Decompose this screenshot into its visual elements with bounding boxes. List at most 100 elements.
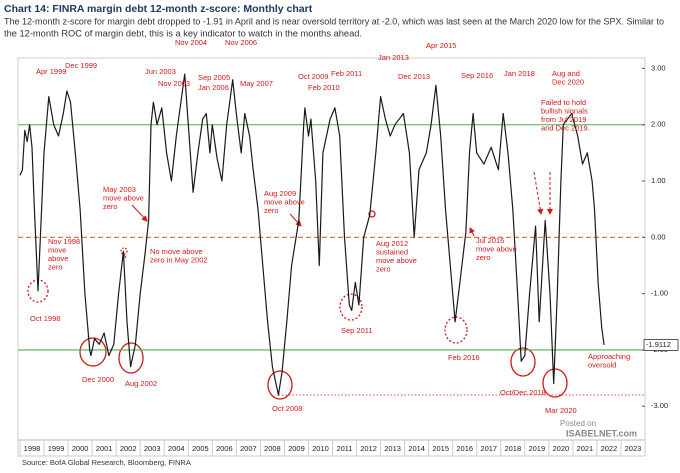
x-tick-label: 2016 — [456, 444, 473, 453]
annotation: Aug 2009 — [264, 189, 296, 198]
data-line — [19, 73, 605, 396]
annotation: Oct/Dec 2018 — [500, 388, 546, 397]
x-tick-label: 1998 — [24, 444, 41, 453]
x-tick-label: 2015 — [432, 444, 449, 453]
annotation: bullish signals — [541, 106, 588, 115]
x-tick-label: 2019 — [528, 444, 545, 453]
circle — [339, 293, 363, 321]
x-tick-label: 2002 — [120, 444, 137, 453]
annotation: Dec 2000 — [82, 375, 114, 384]
end-label: -1.9112 — [646, 340, 671, 349]
annotation: zero — [264, 206, 279, 215]
circle — [444, 316, 468, 344]
annotation: Feb 2010 — [308, 83, 340, 92]
source: Source: BofA Global Research, Bloomberg,… — [22, 458, 191, 467]
annotation: Jun 2003 — [145, 67, 176, 76]
annotation: Oct 1998 — [30, 314, 60, 323]
annotation: Jan 2013 — [378, 53, 409, 62]
annotation: Sep 2005 — [198, 73, 230, 82]
x-tick-label: 2012 — [360, 444, 377, 453]
y-tick-label: -3.00 — [651, 401, 668, 410]
annotation: move — [48, 245, 66, 254]
annotation: Aug 2012 — [376, 239, 408, 248]
y-tick-label: 3.00 — [651, 63, 666, 72]
subtitle: The 12-month z-score for margin debt dro… — [4, 16, 664, 26]
annotation: Sep 2016 — [461, 71, 493, 80]
annotation: May 2003 — [103, 185, 136, 194]
circle — [120, 247, 128, 255]
annotation: oversold — [588, 360, 616, 369]
x-tick-label: 2006 — [216, 444, 233, 453]
annotation: Apr 1999 — [36, 67, 66, 76]
arrow — [533, 171, 544, 215]
circle — [118, 342, 144, 374]
x-tick-label: 1999 — [48, 444, 65, 453]
annotation: Dec 1999 — [65, 61, 97, 70]
plot-frame — [17, 57, 646, 457]
circle — [368, 210, 376, 218]
subtitle: the 12-month ROC of margin debt, this is… — [4, 28, 362, 38]
y-tick-label: -1.00 — [651, 289, 668, 298]
annotation: Nov 1998 — [48, 237, 80, 246]
x-tick-label: 2011 — [336, 444, 352, 453]
x-tick-label: 2008 — [264, 444, 281, 453]
annotation: Dec 2020 — [552, 77, 584, 86]
watermark: Posted on — [560, 419, 596, 428]
annotation: Aug and — [552, 69, 580, 78]
x-tick-label: 2007 — [240, 444, 257, 453]
annotation: Failed to hold — [541, 98, 586, 107]
x-tick-label: 2021 — [577, 444, 594, 453]
watermark: ISABELNET.com — [566, 428, 637, 438]
annotation: zero in May 2002 — [150, 255, 208, 264]
x-tick-label: 2017 — [480, 444, 497, 453]
y-tick-label: 0.00 — [651, 232, 666, 241]
annotation: move above — [476, 244, 517, 253]
x-tick-label: 2023 — [625, 444, 642, 453]
y-tick-label: 2.00 — [651, 120, 666, 129]
arrow — [123, 254, 127, 259]
annotation: Aug 2002 — [125, 379, 157, 388]
annotation: move above — [103, 193, 144, 202]
annotation: sustained — [376, 247, 408, 256]
x-tick-label: 2014 — [408, 444, 425, 453]
end-label-box — [643, 339, 679, 351]
annotation: May 2007 — [240, 79, 273, 88]
highlight-circles — [27, 210, 568, 400]
annotation: Jan 2018 — [504, 69, 535, 78]
annotation: Approaching — [588, 352, 630, 361]
arrow — [131, 204, 148, 222]
circle — [542, 368, 568, 398]
annotation: zero — [476, 253, 491, 262]
arrow — [289, 213, 302, 227]
annotation: and Dec 2019. — [541, 123, 590, 132]
annotation: Feb 2011 — [331, 69, 362, 78]
annotation: No move above — [150, 247, 203, 256]
annotation: Apr 2015 — [426, 41, 456, 50]
annotation: zero — [48, 262, 63, 271]
circle — [267, 370, 293, 400]
x-tick-label: 2000 — [72, 444, 89, 453]
annotation: Dec 2013 — [398, 72, 430, 81]
x-tick-label: 2018 — [504, 444, 521, 453]
annotation: Sep 2011 — [341, 326, 373, 335]
annotation: Nov 2003 — [158, 79, 190, 88]
x-tick-label: 2009 — [288, 444, 305, 453]
y-tick-label: 1.00 — [651, 176, 666, 185]
annotation: move above — [376, 256, 417, 265]
annotation: Jan 2006 — [198, 83, 229, 92]
x-tick-label: 2020 — [553, 444, 570, 453]
annotation: above — [48, 254, 68, 263]
annotation: Oct 2009 — [298, 72, 328, 81]
x-tick-label: 2005 — [192, 444, 209, 453]
x-tick-label: 2022 — [601, 444, 618, 453]
arrow — [469, 227, 475, 237]
arrows — [123, 171, 553, 259]
annotation: Mar 2020 — [545, 406, 577, 415]
annotation: Nov 2006 — [225, 38, 257, 47]
circle — [79, 337, 107, 367]
x-tick-label: 2010 — [312, 444, 329, 453]
annotation: Jul 2016 — [476, 236, 504, 245]
x-tick-label: 2001 — [96, 444, 113, 453]
x-tick-label: 2004 — [168, 444, 185, 453]
